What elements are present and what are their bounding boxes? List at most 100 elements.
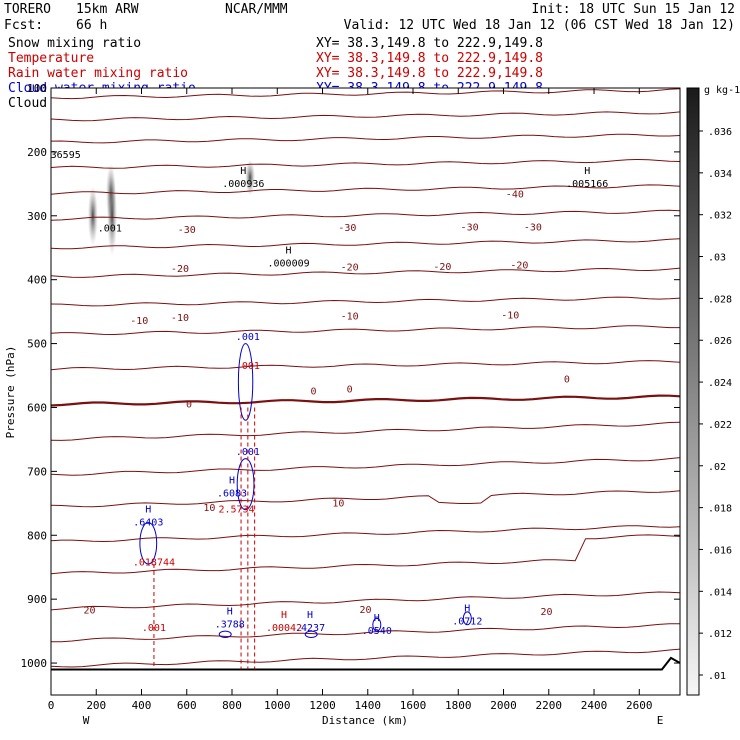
extremum-value: .001 — [142, 623, 166, 634]
temperature-label: 0 — [347, 385, 353, 396]
isotherm-line — [51, 296, 680, 307]
temperature-label: 10 — [203, 503, 215, 514]
temperature-label: -20 — [510, 261, 528, 272]
plot-frame — [50, 87, 681, 696]
temperature-label: -30 — [461, 222, 479, 233]
extremum-value: 36595 — [51, 150, 81, 161]
colorbar-tick-label: .02 — [708, 462, 726, 473]
colorbar-tick-label: .032 — [708, 211, 732, 222]
temperature-label: 20 — [359, 605, 371, 616]
x-tick-label: 1000 — [264, 699, 291, 712]
colorbar-tick-label: .022 — [708, 420, 732, 431]
temperature-label: 20 — [540, 607, 552, 618]
isotherm-line — [51, 209, 680, 221]
colorbar-tick-label: .03 — [708, 253, 726, 264]
east-label: E — [657, 714, 664, 727]
extremum-value: .001 — [236, 361, 260, 372]
extremum-value: .005166 — [566, 179, 608, 190]
temperature-label: -30 — [338, 223, 356, 234]
extremum-value: .001 — [236, 332, 260, 343]
x-tick-label: 1600 — [400, 699, 427, 712]
isotherm-line — [51, 88, 680, 100]
colorbar-ticks: .036 .034 .032 .03 .028 .026 .024 .022 .02 .018 .0… — [699, 127, 732, 682]
extremum-marker: H — [374, 613, 380, 624]
temperature-label: 0 — [186, 399, 192, 410]
temperature-label: -10 — [171, 313, 189, 324]
extremum-marker: H — [229, 476, 235, 487]
colorbar-tick-label: .018 — [708, 504, 732, 515]
fcst-label: Fcst: — [4, 18, 43, 33]
colorbar-tick-label: .01 — [708, 671, 726, 682]
temperature-label: -10 — [130, 316, 148, 327]
extremum-value: .6083 — [217, 489, 247, 500]
colorbar-unit: g kg-1 — [704, 85, 740, 96]
cloud-water-contour — [237, 343, 254, 421]
isotherm-line — [51, 525, 680, 543]
isotherm-line — [51, 111, 680, 122]
extremum-marker: H — [227, 607, 233, 618]
isotherm-line — [51, 184, 680, 195]
isotherm-line — [51, 623, 680, 643]
colorbar-tick-label: .036 — [708, 127, 732, 138]
extremum-value: .0540 — [362, 626, 392, 637]
x-axis-label: Distance (km) — [322, 714, 408, 727]
x-tick-label: 600 — [177, 699, 197, 712]
isotherm-line — [51, 267, 680, 278]
colorbar-tick-label: .016 — [708, 545, 732, 556]
valid-time: Valid: 12 UTC Wed 18 Jan 12 (06 CST Wed … — [344, 18, 735, 33]
cloud-water-contour — [462, 611, 472, 626]
cloud-water-contour — [139, 521, 158, 565]
x-tick-label: 2000 — [490, 699, 517, 712]
y-axis-label: Pressure (hPa) — [4, 346, 17, 439]
field-xy: XY= 38.3,149.8 to 222.9,149.8 — [316, 66, 543, 81]
y-tick-label: 1000 — [21, 657, 48, 670]
extremum-value: .6403 — [133, 517, 163, 528]
isotherm-line — [51, 457, 680, 476]
isotherm-line — [51, 394, 680, 407]
cloud-water-contour — [236, 458, 255, 511]
x-tick-label: 2400 — [581, 699, 608, 712]
isotherm-line — [51, 238, 680, 250]
west-label: W — [83, 714, 90, 727]
isotherm-line — [51, 158, 680, 169]
x-tick-label: 1200 — [309, 699, 336, 712]
extremum-value: .000936 — [222, 179, 264, 190]
model-name: TORERO — [4, 2, 51, 17]
isotherm-line — [51, 421, 680, 441]
y-tick-label: 900 — [27, 593, 47, 606]
isotherm-line — [51, 325, 680, 336]
snow-shading — [245, 159, 256, 196]
init-time: Init: 18 UTC Sun 15 Jan 12 — [532, 2, 736, 17]
isotherm-line — [51, 360, 680, 371]
y-tick-label: 800 — [27, 529, 47, 542]
organization: NCAR/MMM — [225, 2, 288, 17]
y-tick-label: 200 — [27, 146, 47, 159]
temperature-label: -20 — [433, 262, 451, 273]
colorbar — [686, 87, 700, 696]
extremum-marker: H — [145, 504, 151, 515]
extremum-marker: H — [281, 610, 287, 621]
temperature-label: 0 — [564, 374, 570, 385]
temperature-label: 10 — [332, 498, 344, 509]
colorbar-tick-label: .024 — [708, 378, 732, 389]
x-tick-label: 1400 — [355, 699, 382, 712]
extremum-marker: H — [307, 610, 313, 621]
x-tick-label: 800 — [222, 699, 242, 712]
y-tick-label: 100 — [27, 82, 47, 95]
colorbar-tick-label: .028 — [708, 294, 732, 305]
colorbar-tick-label: .034 — [708, 169, 732, 180]
y-tick-label: 600 — [27, 401, 47, 414]
temperature-label: -10 — [501, 310, 519, 321]
plot-area — [51, 88, 680, 695]
extremum-value: .001 — [236, 447, 260, 458]
snow-shading — [87, 185, 98, 246]
extremum-value: .4237 — [295, 623, 325, 634]
field-name: Snow mixing ratio — [8, 36, 141, 51]
extremum-value: .3788 — [215, 620, 245, 631]
axes: 0 200 400 600 800 1000 1200 1400 1600 1800 2000 220… — [21, 82, 680, 712]
temperature-label: -20 — [171, 264, 189, 275]
y-tick-label: 700 — [27, 465, 47, 478]
field-xy: XY= 38.3,149.8 to 222.9,149.8 — [316, 51, 543, 66]
y-tick-label: 400 — [27, 274, 47, 287]
